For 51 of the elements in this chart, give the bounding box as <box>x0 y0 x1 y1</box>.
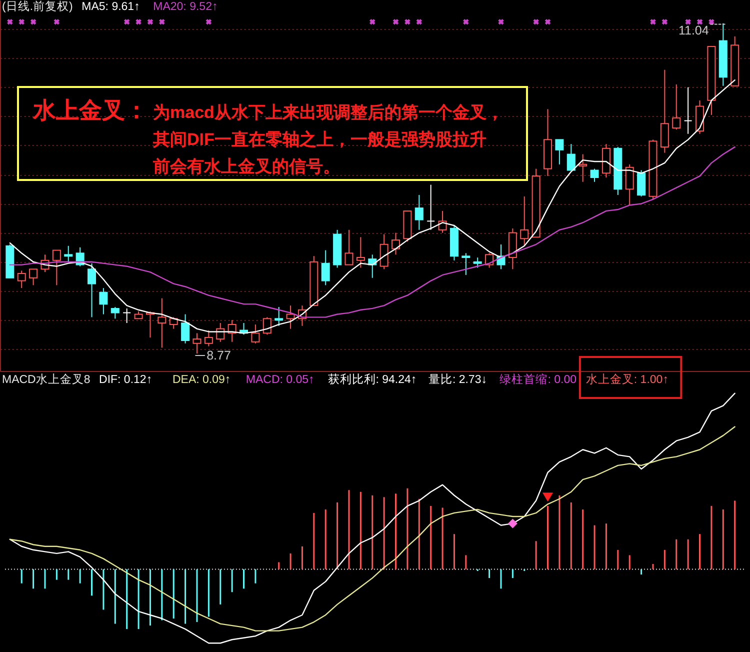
candlestick <box>110 306 120 320</box>
text: 量比: 2.73↓ <box>428 373 487 386</box>
candlestick <box>392 232 400 256</box>
candlestick <box>122 308 132 324</box>
candlestick <box>380 234 388 270</box>
candlestick <box>356 236 365 268</box>
text: 水上金叉: 1.00↑ <box>586 373 668 386</box>
candlestick <box>192 332 202 354</box>
candlestick <box>158 298 166 348</box>
candlestick <box>64 245 73 262</box>
candlestick <box>88 262 96 318</box>
candlestick <box>181 314 190 344</box>
candlestick <box>660 69 669 154</box>
candlestick <box>344 229 354 266</box>
text: MA5: 9.61↑ <box>82 1 140 13</box>
text: 获利比利: 94.24↑ <box>328 373 417 386</box>
candlestick <box>274 306 284 326</box>
candlestick <box>169 316 178 330</box>
text: MA20: 9.52↑ <box>153 1 218 13</box>
candlestick <box>637 170 646 197</box>
text: 绿柱首缩: 0.00 <box>500 372 576 386</box>
candlestick <box>578 154 588 182</box>
candlestick <box>52 250 61 286</box>
candlestick <box>414 194 424 230</box>
candlestick <box>520 196 529 246</box>
annotation: 8.77 <box>206 348 231 363</box>
candlestick <box>555 139 564 165</box>
candlestick <box>99 288 108 315</box>
candlestick <box>251 324 260 344</box>
candlestick <box>590 168 599 182</box>
annotation: 为macd从水下上来出现调整后的第一个金叉，其间DIF一直在零轴之上，一般是强势股拉升前会有水上金叉的信号。 <box>152 103 504 176</box>
candlestick <box>262 316 272 336</box>
candlestick <box>286 305 295 330</box>
candlestick <box>462 252 470 276</box>
candlestick <box>426 184 436 230</box>
candlestick <box>566 144 576 171</box>
candlestick <box>684 86 692 134</box>
text: DIF: 0.12↑ <box>99 374 152 386</box>
candlestick <box>204 330 213 347</box>
text: DEA: 0.09↑ <box>172 374 231 386</box>
chart-title: MACD水上金叉8 <box>2 373 90 386</box>
candlestick <box>625 164 634 206</box>
candlestick <box>672 84 681 130</box>
candlestick <box>321 250 330 286</box>
candlestick <box>17 270 26 289</box>
candlestick <box>29 268 38 286</box>
candlestick <box>473 257 482 268</box>
annotation: 水上金叉： <box>32 97 148 123</box>
chart-title: (日线.前复权) <box>2 0 74 13</box>
annotation: 11.04 <box>678 23 709 38</box>
text: MACD: 0.05↑ <box>246 374 314 386</box>
